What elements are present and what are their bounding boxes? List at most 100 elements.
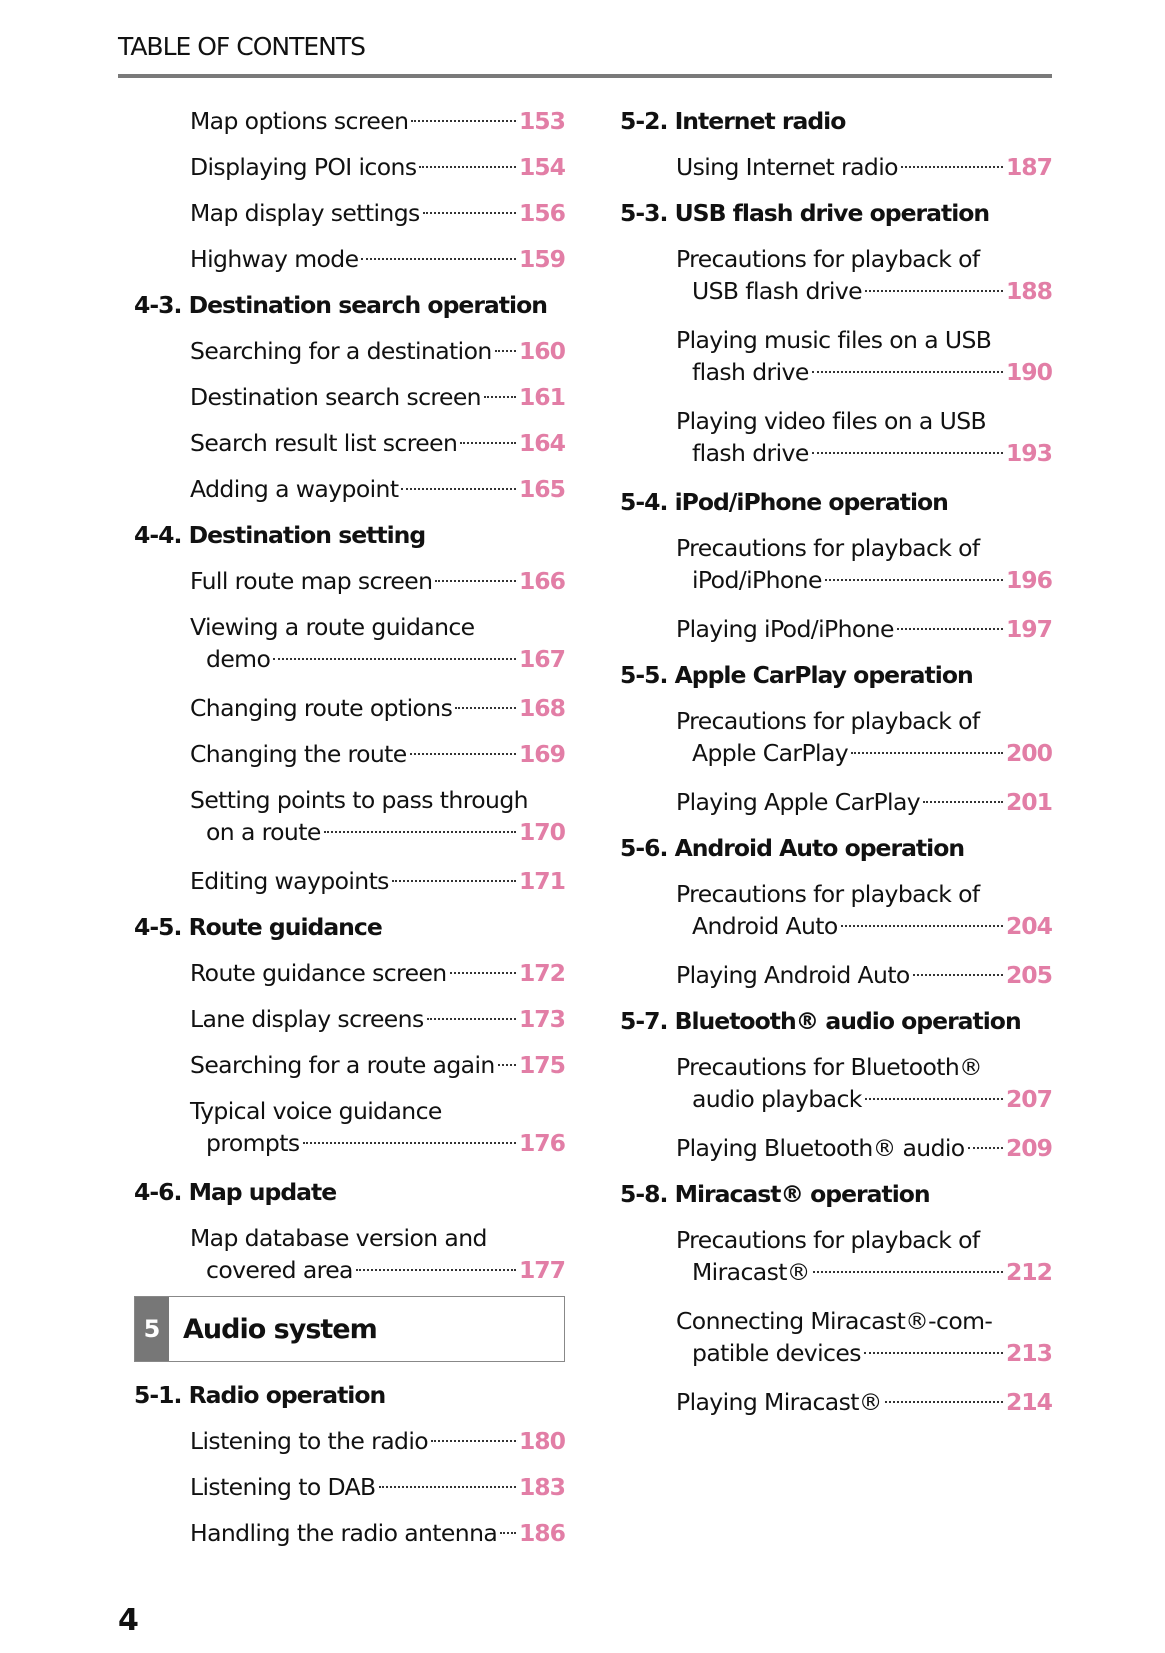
entry-title: Displaying POI icons	[190, 153, 417, 181]
toc-entry[interactable]: Typical voice guidance prompts 176	[190, 1088, 566, 1161]
toc-entry[interactable]: Listening to the radio 180	[190, 1418, 566, 1464]
page-link[interactable]: 200	[1005, 739, 1053, 767]
section-heading: 5-2. Internet radio	[620, 107, 846, 135]
page-link[interactable]: 193	[1005, 439, 1053, 467]
page-link[interactable]: 171	[518, 867, 566, 895]
entry-row: Miracast® 212	[676, 1255, 1053, 1290]
toc-entry[interactable]: Editing waypoints 171	[190, 858, 566, 904]
toc-entry[interactable]: Map options screen 153	[190, 98, 566, 144]
toc-entry[interactable]: Destination search screen 161	[190, 374, 566, 420]
toc-entry[interactable]: Playing Android Auto 205	[676, 952, 1053, 998]
entry-row: Playing Android Auto 205	[676, 952, 1053, 998]
entry-title: Changing route options	[190, 694, 453, 722]
toc-entry[interactable]: Highway mode 159	[190, 236, 566, 282]
entry-row: Full route map screen 166	[190, 558, 566, 604]
page-link[interactable]: 170	[518, 818, 566, 846]
page-link[interactable]: 201	[1005, 788, 1053, 816]
toc-entry[interactable]: Precautions for playback of Android Auto 2…	[676, 871, 1053, 944]
toc-entry[interactable]: Playing Apple CarPlay 201	[676, 779, 1053, 825]
toc-entry[interactable]: Connecting Miracast®-com-patible devices…	[676, 1298, 1053, 1371]
page-link[interactable]: 213	[1005, 1339, 1053, 1367]
toc-entry[interactable]: Precautions for Bluetooth® audio playback…	[676, 1044, 1053, 1117]
dot-leader	[900, 166, 1003, 168]
page-link[interactable]: 186	[518, 1519, 566, 1547]
toc-entry[interactable]: Playing music files on a USB flash drive 1…	[676, 317, 1053, 390]
toc-entry[interactable]: Full route map screen 166	[190, 558, 566, 604]
entry-row: Highway mode 159	[190, 236, 566, 282]
toc-entry[interactable]: Precautions for playback of USB flash dri…	[676, 236, 1053, 309]
toc-entry[interactable]: Handling the radio antenna 186	[190, 1510, 566, 1556]
page-link[interactable]: 167	[518, 645, 566, 673]
page-link[interactable]: 207	[1005, 1085, 1053, 1113]
page-link[interactable]: 214	[1005, 1388, 1053, 1416]
page-link[interactable]: 190	[1005, 358, 1053, 386]
page-link[interactable]: 187	[1005, 153, 1053, 181]
page-link[interactable]: 173	[518, 1005, 566, 1033]
page-link[interactable]: 209	[1005, 1134, 1053, 1162]
toc-entry[interactable]: Playing Miracast® 214	[676, 1379, 1053, 1425]
entry-title: Listening to DAB	[190, 1473, 376, 1501]
toc-entry[interactable]: Using Internet radio 187	[676, 144, 1053, 190]
toc-entry[interactable]: Map display settings 156	[190, 190, 566, 236]
page-link[interactable]: 212	[1005, 1258, 1053, 1286]
toc-entry[interactable]: Precautions for playback of Miracast® 212	[676, 1217, 1053, 1290]
entry-row: USB flash drive 188	[676, 274, 1053, 309]
chapter-banner[interactable]: 5 Audio system	[134, 1296, 565, 1362]
page-link[interactable]: 153	[518, 107, 566, 135]
toc-entry[interactable]: Precautions for playback of iPod/iPhone 19…	[676, 525, 1053, 598]
toc-entry[interactable]: Listening to DAB 183	[190, 1464, 566, 1510]
dot-leader	[460, 442, 516, 444]
page-link[interactable]: 196	[1005, 566, 1053, 594]
dot-leader	[811, 371, 1003, 373]
page-link[interactable]: 188	[1005, 277, 1053, 305]
section-heading: 5-7. Bluetooth® audio operation	[620, 1007, 1022, 1035]
section-heading: 5-6. Android Auto operation	[620, 834, 965, 862]
toc-entry[interactable]: Precautions for playback of Apple CarPlay…	[676, 698, 1053, 771]
page-link[interactable]: 166	[518, 567, 566, 595]
page-link[interactable]: 169	[518, 740, 566, 768]
page-link[interactable]: 175	[518, 1051, 566, 1079]
page-link[interactable]: 156	[518, 199, 566, 227]
toc-entry[interactable]: Searching for a destination 160	[190, 328, 566, 374]
entry-row: Displaying POI icons 154	[190, 144, 566, 190]
toc-entry[interactable]: Map database version and covered area 177	[190, 1215, 566, 1288]
page-link[interactable]: 176	[518, 1129, 566, 1157]
dot-leader	[923, 801, 1003, 803]
page-link[interactable]: 168	[518, 694, 566, 722]
page-link[interactable]: 204	[1005, 912, 1053, 940]
entry-row: Editing waypoints 171	[190, 858, 566, 904]
page-link[interactable]: 161	[518, 383, 566, 411]
page-link[interactable]: 205	[1005, 961, 1053, 989]
entry-row: audio playback 207	[676, 1082, 1053, 1117]
page-link[interactable]: 180	[518, 1427, 566, 1455]
toc-entry[interactable]: Setting points to pass through on a route…	[190, 777, 566, 850]
entry-row: Playing Bluetooth® audio 209	[676, 1125, 1053, 1171]
page-link[interactable]: 177	[518, 1256, 566, 1284]
toc-entry[interactable]: Search result list screen 164	[190, 420, 566, 466]
page-link[interactable]: 159	[518, 245, 566, 273]
toc-entry[interactable]: Playing iPod/iPhone 197	[676, 606, 1053, 652]
toc-entry[interactable]: Viewing a route guidance demo 167	[190, 604, 566, 677]
dot-leader	[483, 396, 516, 398]
toc-entry[interactable]: Searching for a route again 175	[190, 1042, 566, 1088]
toc-entry[interactable]: Changing route options 168	[190, 685, 566, 731]
page-link[interactable]: 197	[1005, 615, 1053, 643]
page-link[interactable]: 154	[518, 153, 566, 181]
toc-entry[interactable]: Route guidance screen 172	[190, 950, 566, 996]
toc-entry[interactable]: Playing video files on a USB flash drive 1…	[676, 398, 1053, 471]
page-link[interactable]: 172	[518, 959, 566, 987]
page-link[interactable]: 165	[518, 475, 566, 503]
entry-row: Listening to the radio 180	[190, 1418, 566, 1464]
entry-row: Using Internet radio 187	[676, 144, 1053, 190]
entry-title: Connecting Miracast®-com-	[676, 1307, 993, 1335]
entry-title: Precautions for playback of	[676, 880, 980, 908]
toc-entry[interactable]: Adding a waypoint 165	[190, 466, 566, 512]
page-link[interactable]: 160	[518, 337, 566, 365]
toc-entry[interactable]: Displaying POI icons 154	[190, 144, 566, 190]
toc-entry[interactable]: Changing the route 169	[190, 731, 566, 777]
toc-entry[interactable]: Playing Bluetooth® audio 209	[676, 1125, 1053, 1171]
page-link[interactable]: 164	[518, 429, 566, 457]
page-link[interactable]: 183	[518, 1473, 566, 1501]
entry-title-continued: demo	[206, 645, 271, 673]
toc-entry[interactable]: Lane display screens 173	[190, 996, 566, 1042]
